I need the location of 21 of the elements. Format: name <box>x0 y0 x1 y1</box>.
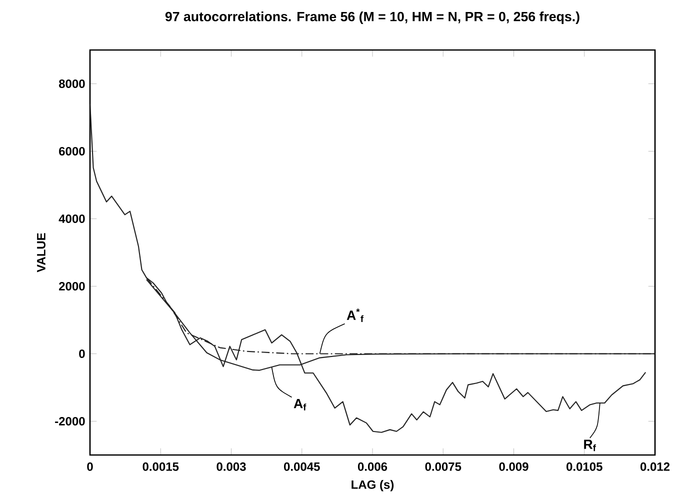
y-tick-label: 4000 <box>58 214 85 224</box>
y-tick-label: 2000 <box>59 282 85 291</box>
x-axis-title: LAG (s) <box>352 480 394 492</box>
y-tick-label: 8000 <box>58 79 85 88</box>
chart-title: 97 autocorrelations. Frame 56 (M = 10, HM = N, PR = 0, 256 freqs.) <box>165 12 580 24</box>
x-tick-label: 0.0105 <box>566 462 602 471</box>
x-tick-label: 0.003 <box>216 462 246 471</box>
annotation: A$^{*}$f <box>346 308 364 322</box>
y-axis-title: VALUE <box>37 233 46 272</box>
y-tick-label: -2000 <box>55 416 85 426</box>
x-tick-label: 0.006 <box>358 462 388 471</box>
x-tick-label: 0.009 <box>499 462 528 471</box>
x-tick-label: 0.0045 <box>284 462 320 471</box>
x-tick-label: 0.0075 <box>425 462 462 471</box>
x-tick-label: 0 <box>87 462 93 471</box>
annotation: R$_{f}$ <box>584 440 596 452</box>
x-tick-label: 0.0015 <box>142 462 179 471</box>
y-tick-label: 6000 <box>59 146 85 156</box>
y-tick-label: 0 <box>79 349 85 358</box>
annotation: A$_{f}$ <box>294 398 306 410</box>
x-tick-label: 0.012 <box>640 462 670 471</box>
